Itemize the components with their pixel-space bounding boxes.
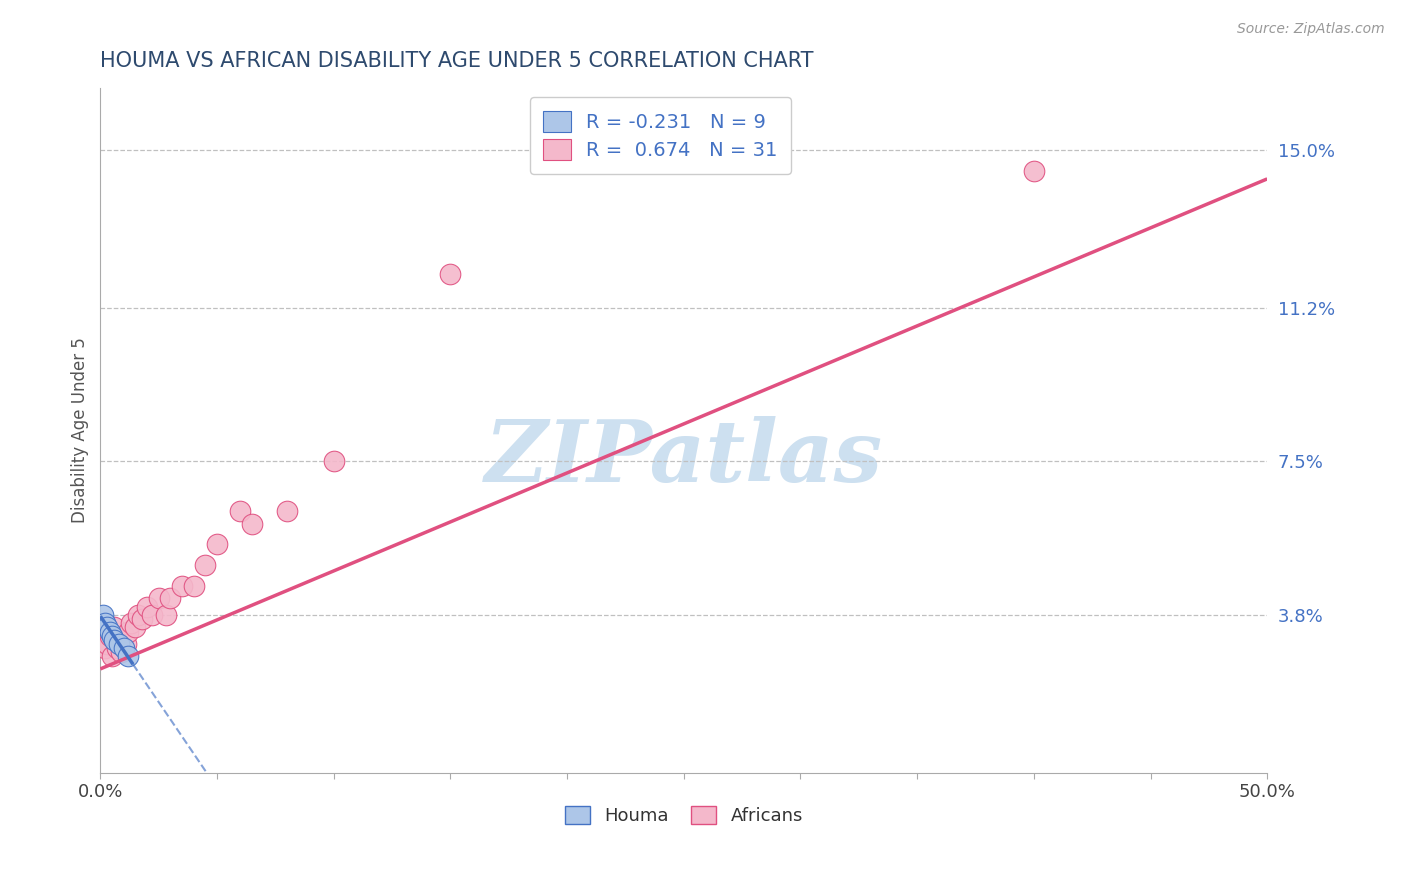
Text: Source: ZipAtlas.com: Source: ZipAtlas.com bbox=[1237, 22, 1385, 37]
Point bbox=[112, 629, 135, 643]
Point bbox=[91, 607, 114, 622]
Point bbox=[131, 612, 153, 626]
Point bbox=[124, 620, 146, 634]
Point bbox=[194, 558, 217, 573]
Point bbox=[170, 579, 193, 593]
Point bbox=[120, 616, 142, 631]
Point bbox=[115, 637, 138, 651]
Point bbox=[91, 632, 114, 647]
Point bbox=[159, 591, 181, 606]
Point bbox=[98, 624, 121, 639]
Point bbox=[322, 454, 344, 468]
Point bbox=[96, 637, 118, 651]
Point bbox=[276, 504, 298, 518]
Point bbox=[127, 607, 149, 622]
Text: HOUMA VS AFRICAN DISABILITY AGE UNDER 5 CORRELATION CHART: HOUMA VS AFRICAN DISABILITY AGE UNDER 5 … bbox=[100, 51, 814, 70]
Point bbox=[101, 629, 124, 643]
Point bbox=[103, 632, 125, 647]
Point bbox=[103, 620, 125, 634]
Point bbox=[108, 637, 131, 651]
Legend: Houma, Africans: Houma, Africans bbox=[558, 798, 810, 832]
Y-axis label: Disability Age Under 5: Disability Age Under 5 bbox=[72, 337, 89, 523]
Point bbox=[136, 599, 159, 614]
Point bbox=[439, 268, 461, 282]
Text: ZIPatlas: ZIPatlas bbox=[485, 416, 883, 500]
Point bbox=[94, 641, 117, 656]
Point bbox=[205, 537, 228, 551]
Point bbox=[117, 649, 139, 664]
Point bbox=[240, 516, 263, 531]
Point bbox=[1022, 163, 1045, 178]
Point bbox=[229, 504, 252, 518]
Point bbox=[108, 632, 131, 647]
Point bbox=[98, 629, 121, 643]
Point bbox=[96, 620, 118, 634]
Point bbox=[110, 645, 132, 659]
Point bbox=[117, 624, 139, 639]
Point bbox=[141, 607, 163, 622]
Point bbox=[148, 591, 170, 606]
Point bbox=[94, 616, 117, 631]
Point bbox=[101, 649, 124, 664]
Point bbox=[105, 641, 128, 656]
Point bbox=[155, 607, 177, 622]
Point bbox=[183, 579, 205, 593]
Point bbox=[112, 641, 135, 656]
